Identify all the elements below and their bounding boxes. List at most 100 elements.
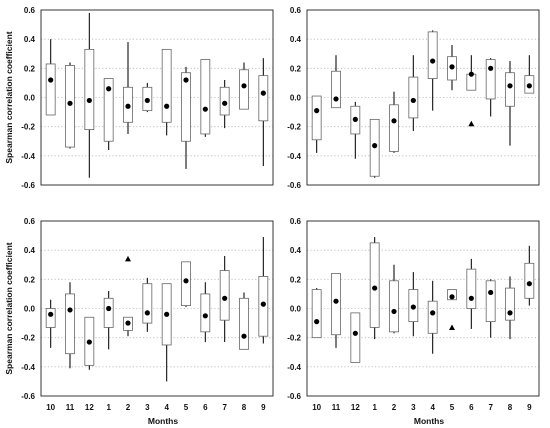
mean-marker [183, 278, 189, 284]
box-10 [45, 299, 56, 348]
y-tick-label: 0.0 [290, 305, 302, 314]
mean-marker [202, 106, 208, 112]
mean-marker [241, 333, 247, 339]
box-11 [65, 282, 75, 369]
box-11 [65, 62, 75, 149]
chart-panel-3: 0.6 0.4 0.2 0.0 -0.2 -0.4 -0.6 Spearman correla… [4, 217, 274, 426]
mean-marker [410, 97, 416, 104]
x-tick-label: 12 [351, 403, 360, 412]
x-tick-label: 8 [242, 403, 247, 412]
box-3 [142, 82, 153, 113]
box-8 [239, 62, 249, 110]
y-tick-label: -0.4 [287, 152, 301, 161]
box-12 [350, 312, 361, 363]
box-10 [311, 95, 322, 153]
x-tick-label: 7 [488, 403, 493, 412]
box-body [239, 297, 249, 350]
box-2 [123, 316, 133, 337]
x-tick-label: 3 [411, 403, 416, 412]
box-9 [524, 55, 535, 94]
box-6 [466, 258, 477, 329]
box-body [505, 287, 515, 321]
y-tick-label: 0.2 [24, 64, 36, 73]
y-tick-label: 0.6 [290, 6, 302, 15]
mean-marker [333, 298, 339, 304]
y-tick-label: 0.0 [24, 305, 36, 314]
box-4 [427, 280, 438, 354]
box-2 [389, 264, 399, 334]
chart-panel-4: 0.60.40.20.0-0.2-0.4-0.610 11 12 1 2 3 4 5 6 7 8 9M… [287, 217, 540, 426]
x-tick-label: 2 [392, 403, 397, 412]
y-tick-label: -0.4 [21, 363, 35, 372]
box-6 [200, 282, 211, 343]
x-tick-label: 5 [184, 403, 189, 412]
mean-marker [430, 58, 436, 64]
x-tick-label: 3 [145, 403, 150, 412]
box-8 [239, 292, 249, 350]
outlier-marker [125, 255, 131, 262]
box-1 [103, 291, 114, 350]
mean-marker [86, 97, 92, 104]
mean-marker [352, 116, 358, 122]
y-tick-label: 0.6 [290, 217, 302, 226]
y-tick-label: -0.6 [21, 392, 35, 401]
y-tick-label: 0.6 [24, 6, 36, 15]
mean-marker [125, 320, 131, 326]
box-7 [485, 279, 496, 338]
box-body [350, 312, 361, 363]
mean-marker [144, 97, 150, 104]
y-tick-label: -0.6 [21, 181, 35, 190]
box-body [84, 48, 95, 130]
x-tick-label: 5 [450, 403, 455, 412]
mean-marker [222, 295, 228, 301]
mean-marker [488, 289, 494, 296]
box-9 [258, 58, 269, 167]
x-axis-label: Months [414, 416, 444, 426]
mean-marker [526, 281, 532, 287]
mean-marker [86, 339, 92, 345]
box-body [311, 289, 322, 339]
y-axis-label: Spearman correlation coefficient [4, 242, 14, 374]
x-tick-label: 10 [312, 403, 321, 412]
mean-marker [314, 108, 320, 114]
y-tick-label: 0.4 [290, 246, 302, 255]
mean-marker [352, 330, 358, 336]
box-1 [369, 118, 380, 178]
box-11 [331, 55, 341, 109]
box-12 [350, 101, 361, 159]
outlier-marker [449, 324, 455, 330]
y-tick-label: 0.0 [290, 94, 302, 103]
box-body [181, 72, 191, 142]
y-tick-label: -0.2 [21, 123, 35, 132]
box-2 [389, 91, 399, 153]
mean-marker [183, 77, 189, 83]
x-tick-label: 6 [469, 403, 474, 412]
y-tick-label: 0.4 [290, 35, 302, 44]
x-tick-label: 9 [261, 403, 266, 412]
chart-panel-2: 0.6 0.4 0.2 0.0 -0.2 -0.4 -0.6 [287, 6, 540, 190]
mean-marker [164, 311, 170, 317]
x-tick-label: 12 [85, 403, 94, 412]
mean-marker [507, 83, 513, 89]
box-body [331, 273, 341, 336]
plot-frame [306, 220, 540, 397]
outlier-marker [468, 120, 475, 127]
y-tick-label: -0.2 [287, 123, 301, 132]
box-5 [181, 261, 191, 308]
x-tick-label: 7 [222, 403, 227, 412]
box-body [45, 308, 56, 328]
mean-marker [202, 313, 208, 319]
box-body [389, 104, 399, 152]
box-body [200, 293, 211, 333]
mean-marker [468, 295, 474, 301]
mean-marker [67, 307, 73, 313]
box-5 [181, 66, 191, 169]
mean-marker [333, 96, 339, 102]
box-4 [427, 30, 438, 111]
x-tick-label: 1 [106, 403, 111, 412]
x-tick-label: 10 [46, 403, 55, 412]
mean-marker [410, 304, 416, 310]
y-tick-label: 0.4 [24, 35, 36, 44]
box-10 [45, 39, 56, 116]
